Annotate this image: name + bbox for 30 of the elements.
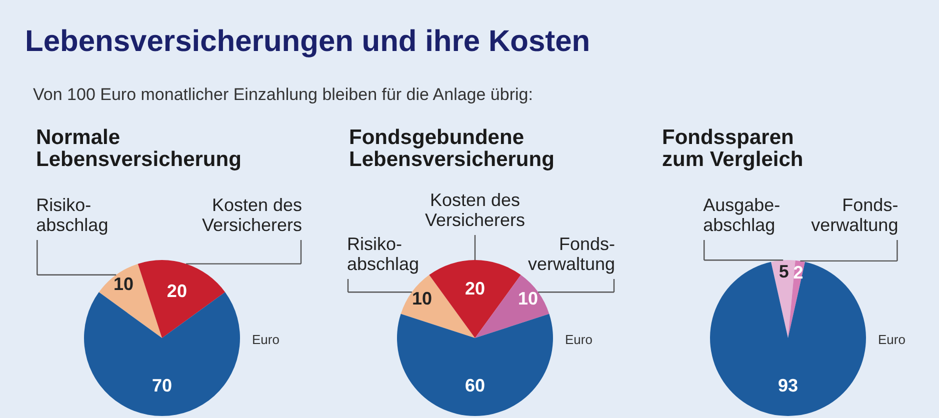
pie-slice [98,264,162,338]
data-label: 10 [518,288,538,308]
text: Euro [252,332,280,347]
data-label: 20 [464,278,486,299]
pie-slice [138,260,226,338]
slice-label: Kosten des Versicherers [424,190,526,230]
text: Euro [878,332,906,347]
data-label: 10 [113,274,134,294]
data-label: 93 [778,375,798,396]
slice-label: Fonds- verwaltung [811,195,898,235]
slice-label: Risiko- abschlag [36,195,108,235]
slice-label: Ausgabe- abschlag [703,195,780,235]
text: Euro [565,332,592,347]
data-label: 5 [778,262,789,282]
chart-title: Fondssparen zum Vergleich [662,126,804,171]
slice-label: Fonds- verwaltung [528,234,615,274]
chart-title: Fondsgebundene Lebensversicherung [349,126,554,171]
text: Von 100 Euro monatlicher Einzahlung bleiben für die Anlage übrig: [33,85,533,104]
data-label: 10 [412,288,432,308]
data-label: 70 [152,375,172,396]
text: Lebensversicherungen und ihre Kosten [25,25,590,58]
pie-slice [770,260,796,338]
chart-title: Normale Lebensversicherung [36,126,242,171]
data-label: 2 [793,262,804,282]
pie-slice [710,262,866,416]
pie-slice [397,314,553,416]
slice-label: Risiko- abschlag [347,234,420,274]
data-label: 20 [166,281,187,302]
data-label: 60 [464,375,486,396]
slice-label: Kosten des Versicherers [202,195,302,235]
